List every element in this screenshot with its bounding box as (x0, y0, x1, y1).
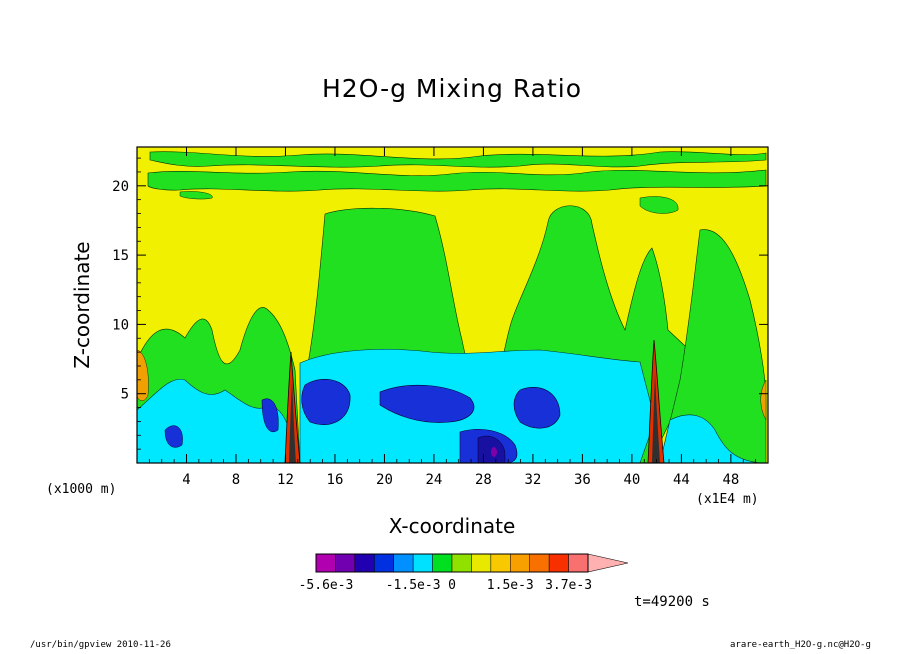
x-tick-label: 36 (574, 472, 591, 488)
x-tick-label: 40 (623, 472, 640, 488)
y-tick-label: 15 (112, 248, 129, 264)
colorbar-segment (451, 553, 472, 573)
x-unit-label: (x1000 m) (46, 482, 117, 497)
chart-title: H2O-g Mixing Ratio (321, 74, 583, 103)
colorbar-segment (354, 553, 375, 573)
colorbar-segment (412, 553, 433, 573)
blue-core-2 (379, 384, 475, 423)
blue-core-left (164, 425, 183, 448)
colorbar-label: -5.6e-3 (299, 578, 354, 593)
orange-edge-right (760, 379, 767, 421)
time-label: t=49200 s (634, 594, 710, 610)
x-axis-label: X-coordinate (388, 514, 516, 538)
y-tick-label: 5 (121, 387, 129, 403)
colorbar-segment (432, 553, 453, 573)
colorbar-segment (490, 553, 511, 573)
colorbar-segment (510, 553, 530, 573)
colorbar-segment (315, 553, 336, 573)
footer-left: /usr/bin/gpview 2010-11-26 (30, 640, 171, 650)
cyan-right (659, 414, 761, 463)
plume-right-core (652, 372, 660, 463)
x-tick-label: 4 (182, 472, 190, 488)
x-axis: 4 8 12 16 20 24 28 32 36 40 44 48 (148, 147, 757, 488)
colorbar-label: 0 (448, 578, 456, 593)
colorbar-label: 1.5e-3 (487, 578, 534, 593)
blue-core-left-2 (261, 398, 279, 433)
colorbar-segment (374, 553, 394, 573)
green-fragment (179, 191, 213, 200)
x-tick-label: 44 (673, 472, 690, 488)
purple-core (491, 447, 497, 457)
y-axis: 5 10 15 20 (112, 157, 768, 450)
plume-left-core (289, 380, 296, 463)
colorbar-frame (315, 553, 589, 573)
y-axis-label: Z-coordinate (70, 241, 94, 369)
colorbar-segment (393, 553, 414, 573)
colorbar-segment (548, 553, 569, 573)
x-tick-label: 24 (426, 472, 443, 488)
colorbar-segment (471, 553, 492, 573)
y-tick-label: 10 (112, 317, 129, 333)
colorbar-segment (335, 553, 356, 573)
colorbar-label: 3.7e-3 (545, 578, 592, 593)
colorbar-segment (529, 553, 550, 573)
x-tick-label: 48 (722, 472, 739, 488)
colorbar: -5.6e-3 -1.5e-3 0 1.5e-3 3.7e-3 (299, 553, 629, 593)
x-tick-label: 12 (277, 472, 294, 488)
x-tick-label: 8 (232, 472, 240, 488)
x-scale-label: (x1E4 m) (696, 492, 759, 507)
colorbar-extension (587, 553, 629, 573)
plot-frame (136, 146, 769, 464)
cyan-layer (299, 348, 656, 463)
x-tick-label: 32 (524, 472, 541, 488)
orange-edge-left (137, 349, 149, 401)
green-region-right (659, 229, 767, 463)
x-tick-label: 28 (475, 472, 492, 488)
green-band-lower (147, 169, 767, 192)
blue-core-1 (301, 378, 351, 425)
green-fragment-2 (639, 196, 679, 214)
green-band-upper (149, 151, 767, 168)
y-tick-label: 20 (112, 179, 129, 195)
blue-core-3 (513, 386, 561, 429)
contour-field (137, 147, 768, 463)
footer-right: arare-earth_H2O-g.nc@H2O-g (730, 640, 871, 650)
colorbar-label: -1.5e-3 (386, 578, 441, 593)
colorbar-segment (568, 553, 589, 573)
x-tick-label: 20 (376, 472, 393, 488)
x-tick-label: 16 (327, 472, 344, 488)
